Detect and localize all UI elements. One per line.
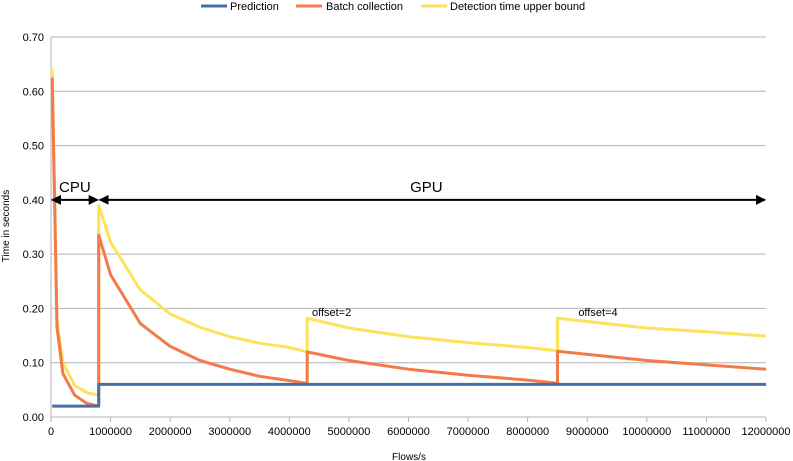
legend-label: Detection time upper bound — [450, 1, 585, 13]
series-line-detection-time-upper-bound — [50, 68, 767, 397]
legend-label: Batch collection — [326, 1, 403, 13]
legend-label: Prediction — [230, 1, 279, 13]
y-tick-label: 0.70 — [23, 32, 44, 44]
region-label-cpu: CPU — [59, 179, 91, 196]
x-tick-label: 0 — [48, 426, 54, 438]
axes: 0.00 0.10 0.20 0.30 0.40 0.50 0.60 0.70 0 1000000… — [23, 32, 791, 438]
x-tick-label: 7000000 — [447, 426, 490, 438]
x-tick-label: 2000000 — [149, 426, 192, 438]
y-tick-label: 0.50 — [23, 141, 44, 153]
x-tick-label: 11000000 — [682, 426, 730, 438]
series-line-batch-collection — [50, 77, 767, 408]
y-tick-label: 0.00 — [23, 412, 44, 424]
x-tick-label: 8000000 — [506, 426, 549, 438]
series-layer — [50, 68, 767, 408]
y-tick-label: 0.40 — [23, 195, 44, 207]
x-axis-title: Flows/s — [392, 452, 426, 461]
annotation-label: offset=2 — [312, 307, 351, 319]
x-tick-label: 1000000 — [89, 426, 132, 438]
series-line-prediction — [52, 382, 766, 408]
legend: Prediction Batch collection Detection time… — [201, 1, 585, 13]
x-tick-label: 6000000 — [387, 426, 430, 438]
y-tick-label: 0.10 — [23, 358, 44, 370]
y-axis-title: Time in seconds — [1, 190, 12, 262]
x-tick-label: 10000000 — [622, 426, 671, 438]
region-label-gpu: GPU — [410, 179, 443, 196]
x-tick-label: 4000000 — [268, 426, 311, 438]
annotations: CPU GPU offset=2 offset=4 — [59, 179, 618, 319]
x-tick-label: 5000000 — [328, 426, 371, 438]
x-tick-label: 9000000 — [566, 426, 609, 438]
x-tick-label: 3000000 — [208, 426, 251, 438]
y-tick-label: 0.20 — [23, 303, 44, 315]
y-tick-label: 0.60 — [23, 86, 44, 98]
annotation-label: offset=4 — [578, 307, 617, 319]
y-tick-label: 0.30 — [23, 249, 44, 261]
x-tick-label: 12000000 — [742, 426, 791, 438]
